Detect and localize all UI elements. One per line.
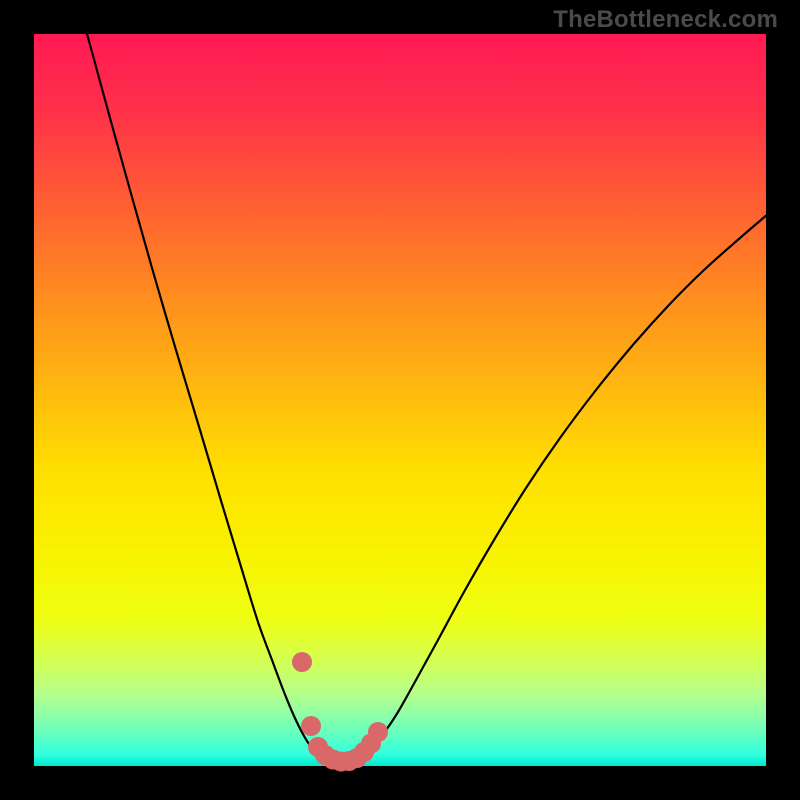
chart-canvas: TheBottleneck.com bbox=[0, 0, 800, 800]
bottleneck-curve bbox=[78, 2, 768, 763]
dot-series bbox=[292, 652, 388, 772]
dot-marker bbox=[368, 722, 388, 742]
dot-marker bbox=[292, 652, 312, 672]
dot-marker bbox=[301, 716, 321, 736]
curve-layer bbox=[0, 0, 800, 800]
watermark-text: TheBottleneck.com bbox=[553, 6, 778, 34]
